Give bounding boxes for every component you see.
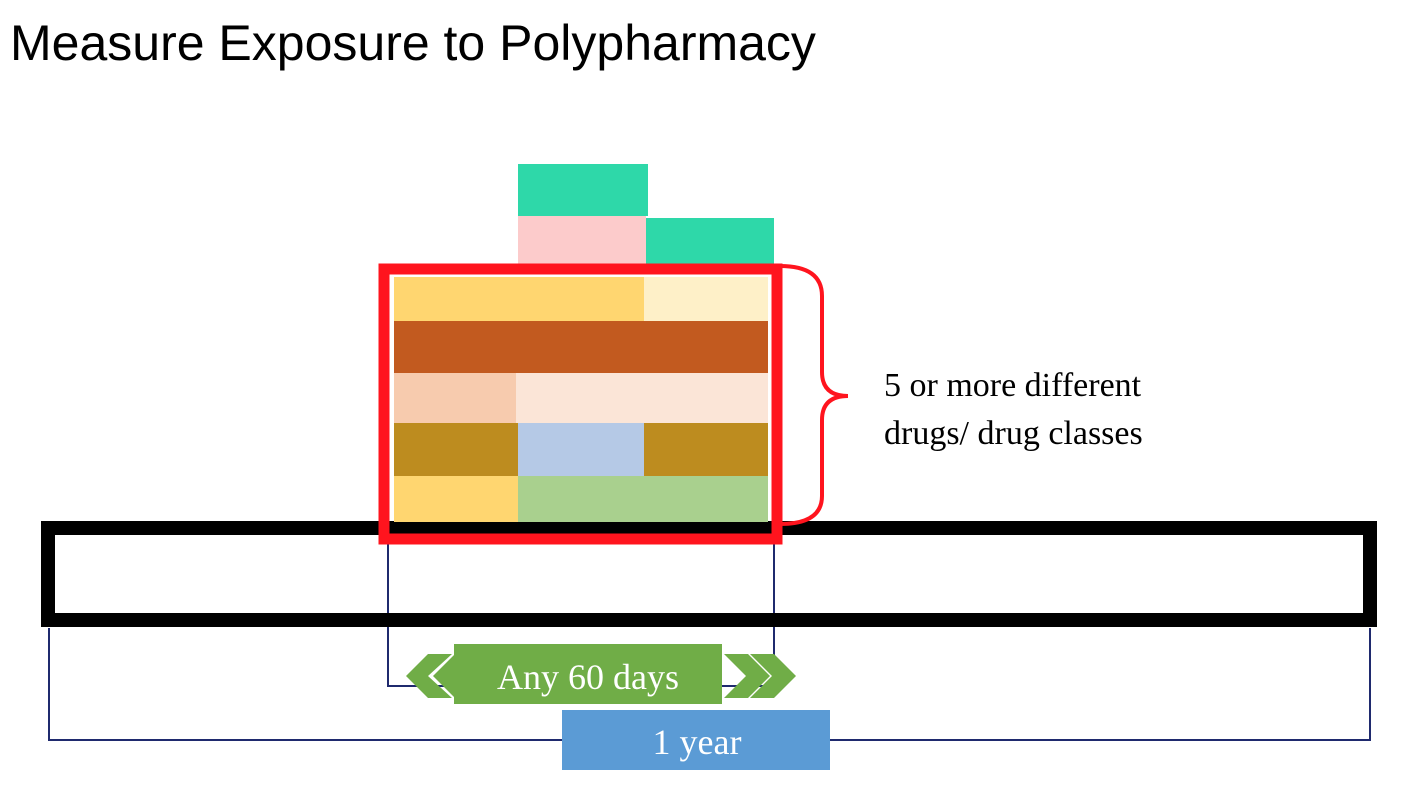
window-label-box [454, 644, 722, 704]
page-title: Measure Exposure to Polypharmacy [10, 15, 816, 71]
drug-block-peach [394, 373, 516, 423]
drug-block-yellow-1 [394, 277, 644, 321]
drug-block-rust [394, 321, 768, 373]
timeline-bar [41, 521, 1377, 627]
drug-block-ochre-1 [394, 423, 518, 476]
drug-block-teal-2 [646, 218, 774, 266]
year-label-box [562, 710, 830, 770]
curly-brace [779, 264, 849, 526]
brace-label-line-1: 5 or more different [884, 367, 1142, 404]
drug-block-ochre-2 [644, 423, 768, 476]
polypharmacy-highlight-box [378, 263, 783, 545]
drug-block-yellow-2 [394, 476, 518, 522]
chevron-right-icon [724, 654, 796, 698]
window-label: Any 60 days [497, 657, 679, 697]
brace-label-line-2: drugs/ drug classes [884, 415, 1143, 452]
drug-block-light-green [518, 476, 768, 522]
drug-block-light-peach [516, 373, 768, 423]
year-label: 1 year [653, 722, 742, 762]
chevron-left-icon [406, 654, 479, 698]
drug-block-light-blue [518, 423, 644, 476]
drug-block-teal-1 [518, 164, 648, 216]
drug-block-pink [518, 216, 646, 266]
drug-block-cream [644, 277, 768, 321]
